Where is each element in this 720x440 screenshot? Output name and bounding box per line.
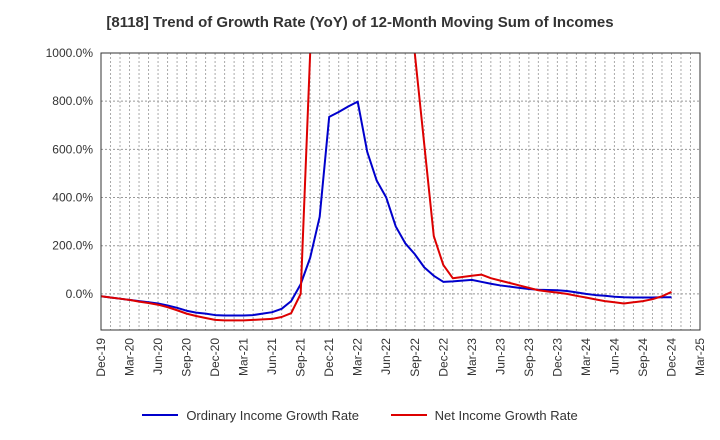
x-tick-label: Dec-21	[322, 338, 336, 377]
plot-frame	[100, 52, 701, 331]
x-tick-label: Dec-22	[436, 338, 450, 377]
x-tick-label: Mar-22	[351, 338, 365, 376]
x-tick-label: Sep-23	[522, 338, 536, 377]
x-tick-label: Sep-20	[180, 338, 194, 377]
x-tick-label: Jun-22	[379, 338, 393, 375]
x-tick-label: Mar-24	[579, 338, 593, 376]
x-tick-label: Sep-22	[408, 338, 422, 377]
legend-swatch-net	[390, 414, 427, 416]
x-tick-label: Mar-20	[123, 338, 137, 376]
x-tick-label: Mar-21	[237, 338, 251, 376]
y-tick-label: 600.0%	[52, 142, 93, 156]
x-tick-label: Jun-21	[265, 338, 279, 375]
y-tick-label: 0.0%	[66, 287, 94, 301]
x-tick-label: Jun-20	[151, 338, 165, 375]
series-line-net	[101, 53, 312, 322]
legend-item-ordinary: Ordinary Income Growth Rate	[142, 408, 359, 423]
x-tick-label: Mar-25	[693, 338, 707, 376]
legend-swatch-ordinary	[142, 414, 179, 416]
x-tick-label: Dec-23	[550, 338, 564, 377]
x-tick-label: Dec-20	[208, 338, 222, 377]
x-tick-label: Dec-19	[94, 338, 108, 377]
legend: Ordinary Income Growth Rate Net Income G…	[0, 404, 720, 423]
grid-layer	[101, 52, 700, 330]
y-tick-label: 200.0%	[52, 239, 93, 253]
x-tick-label: Sep-24	[636, 338, 650, 377]
series-layer	[101, 53, 672, 322]
x-tick-label: Jun-24	[607, 338, 621, 375]
x-tick-label: Sep-21	[294, 338, 308, 377]
x-tick-label: Jun-23	[493, 338, 507, 375]
legend-label-net: Net Income Growth Rate	[434, 407, 578, 423]
x-tick-label: Mar-23	[465, 338, 479, 376]
legend-label-ordinary: Ordinary Income Growth Rate	[186, 407, 359, 423]
y-tick-label: 1000.0%	[46, 46, 94, 60]
x-tick-label: Dec-24	[664, 338, 678, 377]
y-tick-label: 800.0%	[52, 94, 93, 108]
series-line-ordinary	[101, 100, 672, 317]
series-line-net	[413, 53, 672, 305]
y-tick-label: 400.0%	[52, 191, 93, 205]
legend-item-net: Net Income Growth Rate	[390, 407, 578, 423]
axis-layer: 0.0% 200.0% 400.0% 600.0% 800.0% 1000.0% Dec-1…	[46, 46, 707, 377]
chart-title: [8118] Trend of Growth Rate (YoY) of 12-…	[106, 14, 614, 31]
